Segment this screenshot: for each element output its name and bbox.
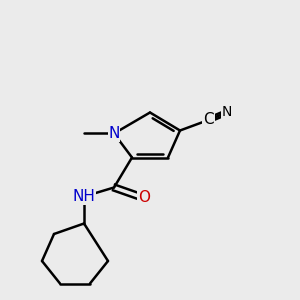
Text: N: N [108, 126, 120, 141]
Text: O: O [138, 190, 150, 206]
Text: N: N [221, 106, 232, 119]
Text: C: C [203, 112, 214, 128]
Text: NH: NH [73, 189, 95, 204]
